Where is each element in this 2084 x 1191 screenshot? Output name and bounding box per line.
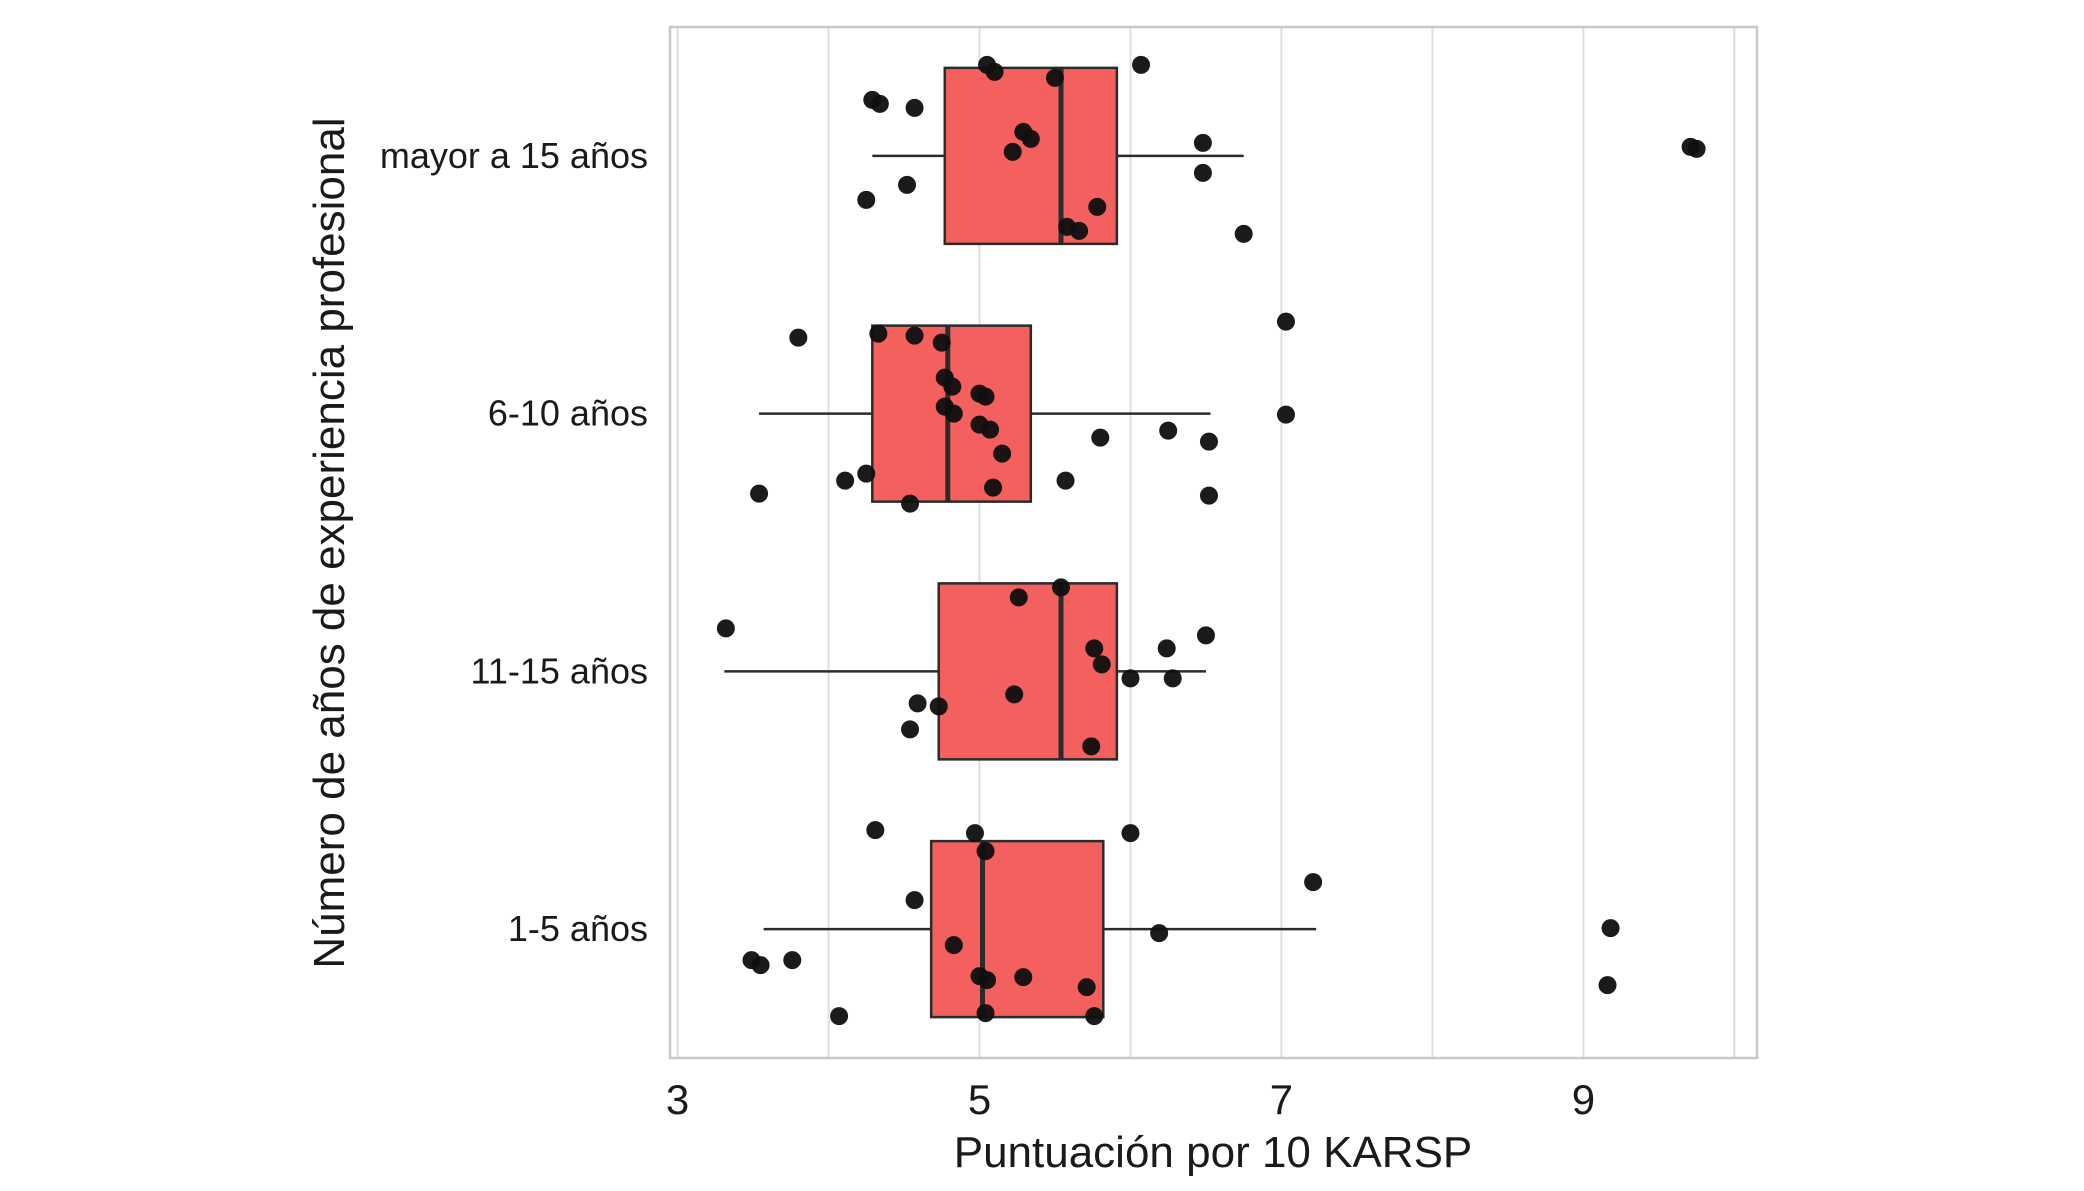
jitter-point [830, 1007, 849, 1026]
y-axis-title: Número de años de experiencia profesiona… [305, 117, 354, 969]
jitter-point [1009, 588, 1028, 607]
jitter-point [981, 420, 1000, 439]
jitter-point [943, 377, 962, 396]
boxplot-box [943, 66, 1119, 246]
jitter-point [898, 175, 917, 194]
panel-border [668, 25, 1759, 1060]
jitter-point [908, 694, 927, 713]
jitter-point [1196, 626, 1215, 645]
jitter-point [978, 971, 997, 990]
y-category-label: 11-15 años [471, 650, 648, 691]
jitter-point [857, 190, 876, 209]
jitter-point [984, 478, 1003, 497]
jitter-point [751, 956, 770, 975]
y-category-label: mayor a 15 años [380, 135, 648, 176]
jitter-point [944, 936, 963, 955]
jitter-point [944, 404, 963, 423]
jitter-point [1045, 68, 1064, 87]
jitter-point [1276, 312, 1295, 331]
jitter-point [1157, 639, 1176, 658]
jitter-point [932, 333, 951, 352]
jitter-point [869, 324, 888, 343]
jitter-point [870, 94, 889, 113]
jitter-point [1092, 655, 1111, 674]
x-tick-label-7: 7 [1270, 1076, 1293, 1123]
jitter-point [993, 444, 1012, 463]
jitter-point [965, 824, 984, 843]
jitter-point [1121, 669, 1140, 688]
x-tick-label-9: 9 [1572, 1076, 1595, 1123]
jitter-point [1132, 55, 1151, 74]
jitter-point [1088, 197, 1107, 216]
jitter-point [1193, 163, 1212, 182]
jitter-point [1085, 639, 1104, 658]
jitter-point [789, 328, 808, 347]
jitter-point [1304, 873, 1323, 892]
jitter-point [976, 842, 995, 861]
boxplot-box [937, 582, 1119, 761]
y-category-label: 1-5 años [508, 908, 648, 949]
boxplot-box [929, 839, 1105, 1019]
jitter-point [836, 471, 855, 490]
jitter-point [716, 619, 735, 638]
jitter-point [1085, 1007, 1104, 1026]
jitter-point [905, 326, 924, 345]
jitter-point [866, 821, 885, 840]
y-category-label: 6-10 años [488, 393, 648, 434]
jitter-point [976, 387, 995, 406]
jitter-point [1082, 737, 1101, 756]
jitter-point [1077, 978, 1096, 997]
jitter-point [901, 494, 920, 513]
jitter-point [905, 98, 924, 117]
jitter-point [1601, 919, 1620, 938]
jitter-point [1003, 142, 1022, 161]
x-tick-label-5: 5 [968, 1076, 991, 1123]
jitter-point [1199, 486, 1218, 505]
jitter-point [901, 720, 920, 739]
jitter-point [1052, 578, 1071, 597]
jitter-point [1021, 129, 1040, 148]
jitter-point [905, 891, 924, 910]
jitter-point [1199, 432, 1218, 451]
jitter-point [1121, 824, 1140, 843]
jitter-point [1056, 471, 1075, 490]
jitter-point [1159, 421, 1178, 440]
jitter-point [929, 697, 948, 716]
jitter-point [1005, 685, 1024, 704]
jitter-point [1276, 405, 1295, 424]
jitter-point [783, 951, 802, 970]
jitter-point [1091, 428, 1110, 447]
jitter-point [857, 464, 876, 483]
x-axis-title: Puntuación por 10 KARSP [953, 1128, 1473, 1177]
jitter-point [1193, 133, 1212, 152]
jitter-point [1598, 976, 1617, 995]
jitter-point [1150, 924, 1169, 943]
jitter-point [985, 62, 1004, 81]
jitter-point [1014, 968, 1033, 987]
x-tick-label-3: 3 [666, 1076, 689, 1123]
jitter-point [1687, 139, 1706, 158]
jitter-point [1163, 669, 1182, 688]
jitter-point [750, 484, 769, 503]
jitter-point [1234, 224, 1253, 243]
plot-panel [670, 27, 1757, 1058]
jitter-point [976, 1004, 995, 1023]
jitter-point [1070, 221, 1089, 240]
